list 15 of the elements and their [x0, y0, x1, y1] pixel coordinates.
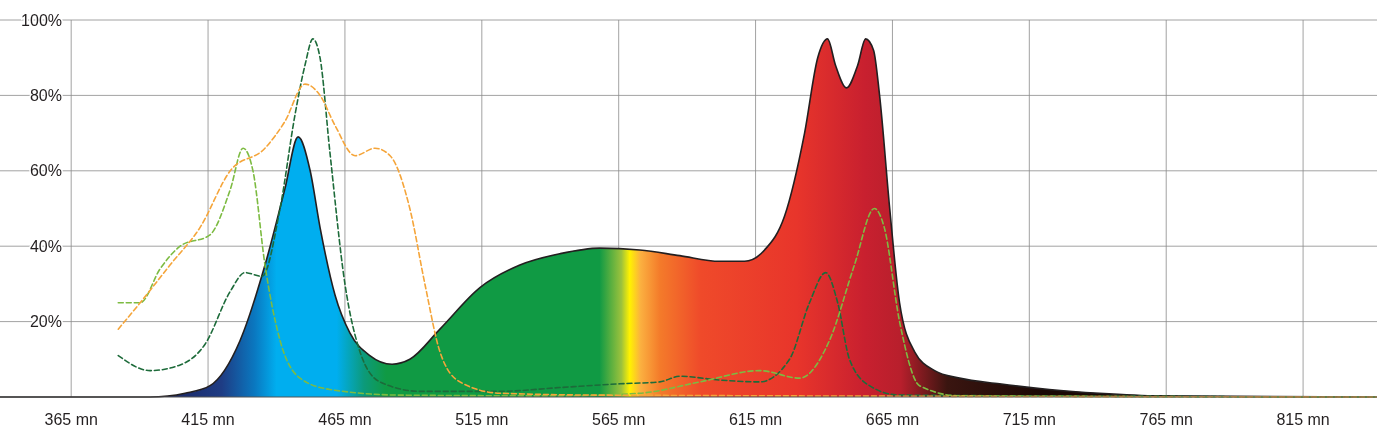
y-tick-label: 40%: [29, 237, 62, 255]
y-tick-label: 100%: [21, 11, 62, 29]
x-tick-label: 365 mn: [44, 411, 98, 428]
x-tick-label: 565 mn: [592, 411, 646, 428]
x-tick-label: 465 mn: [318, 411, 372, 428]
y-tick-label: 20%: [29, 313, 62, 331]
y-tick-label: 80%: [29, 87, 62, 104]
x-tick-label: 615 mn: [728, 411, 783, 428]
y-tick-label: 60%: [29, 162, 62, 180]
x-tick-label: 765 mn: [1139, 411, 1193, 428]
x-tick-label: 515 mn: [455, 411, 509, 428]
x-tick-label: 715 mn: [1002, 411, 1057, 428]
x-tick-label: 815 mn: [1276, 411, 1330, 428]
x-tick-label: 665 mn: [865, 411, 920, 428]
x-tick-label: 415 mn: [181, 411, 235, 428]
